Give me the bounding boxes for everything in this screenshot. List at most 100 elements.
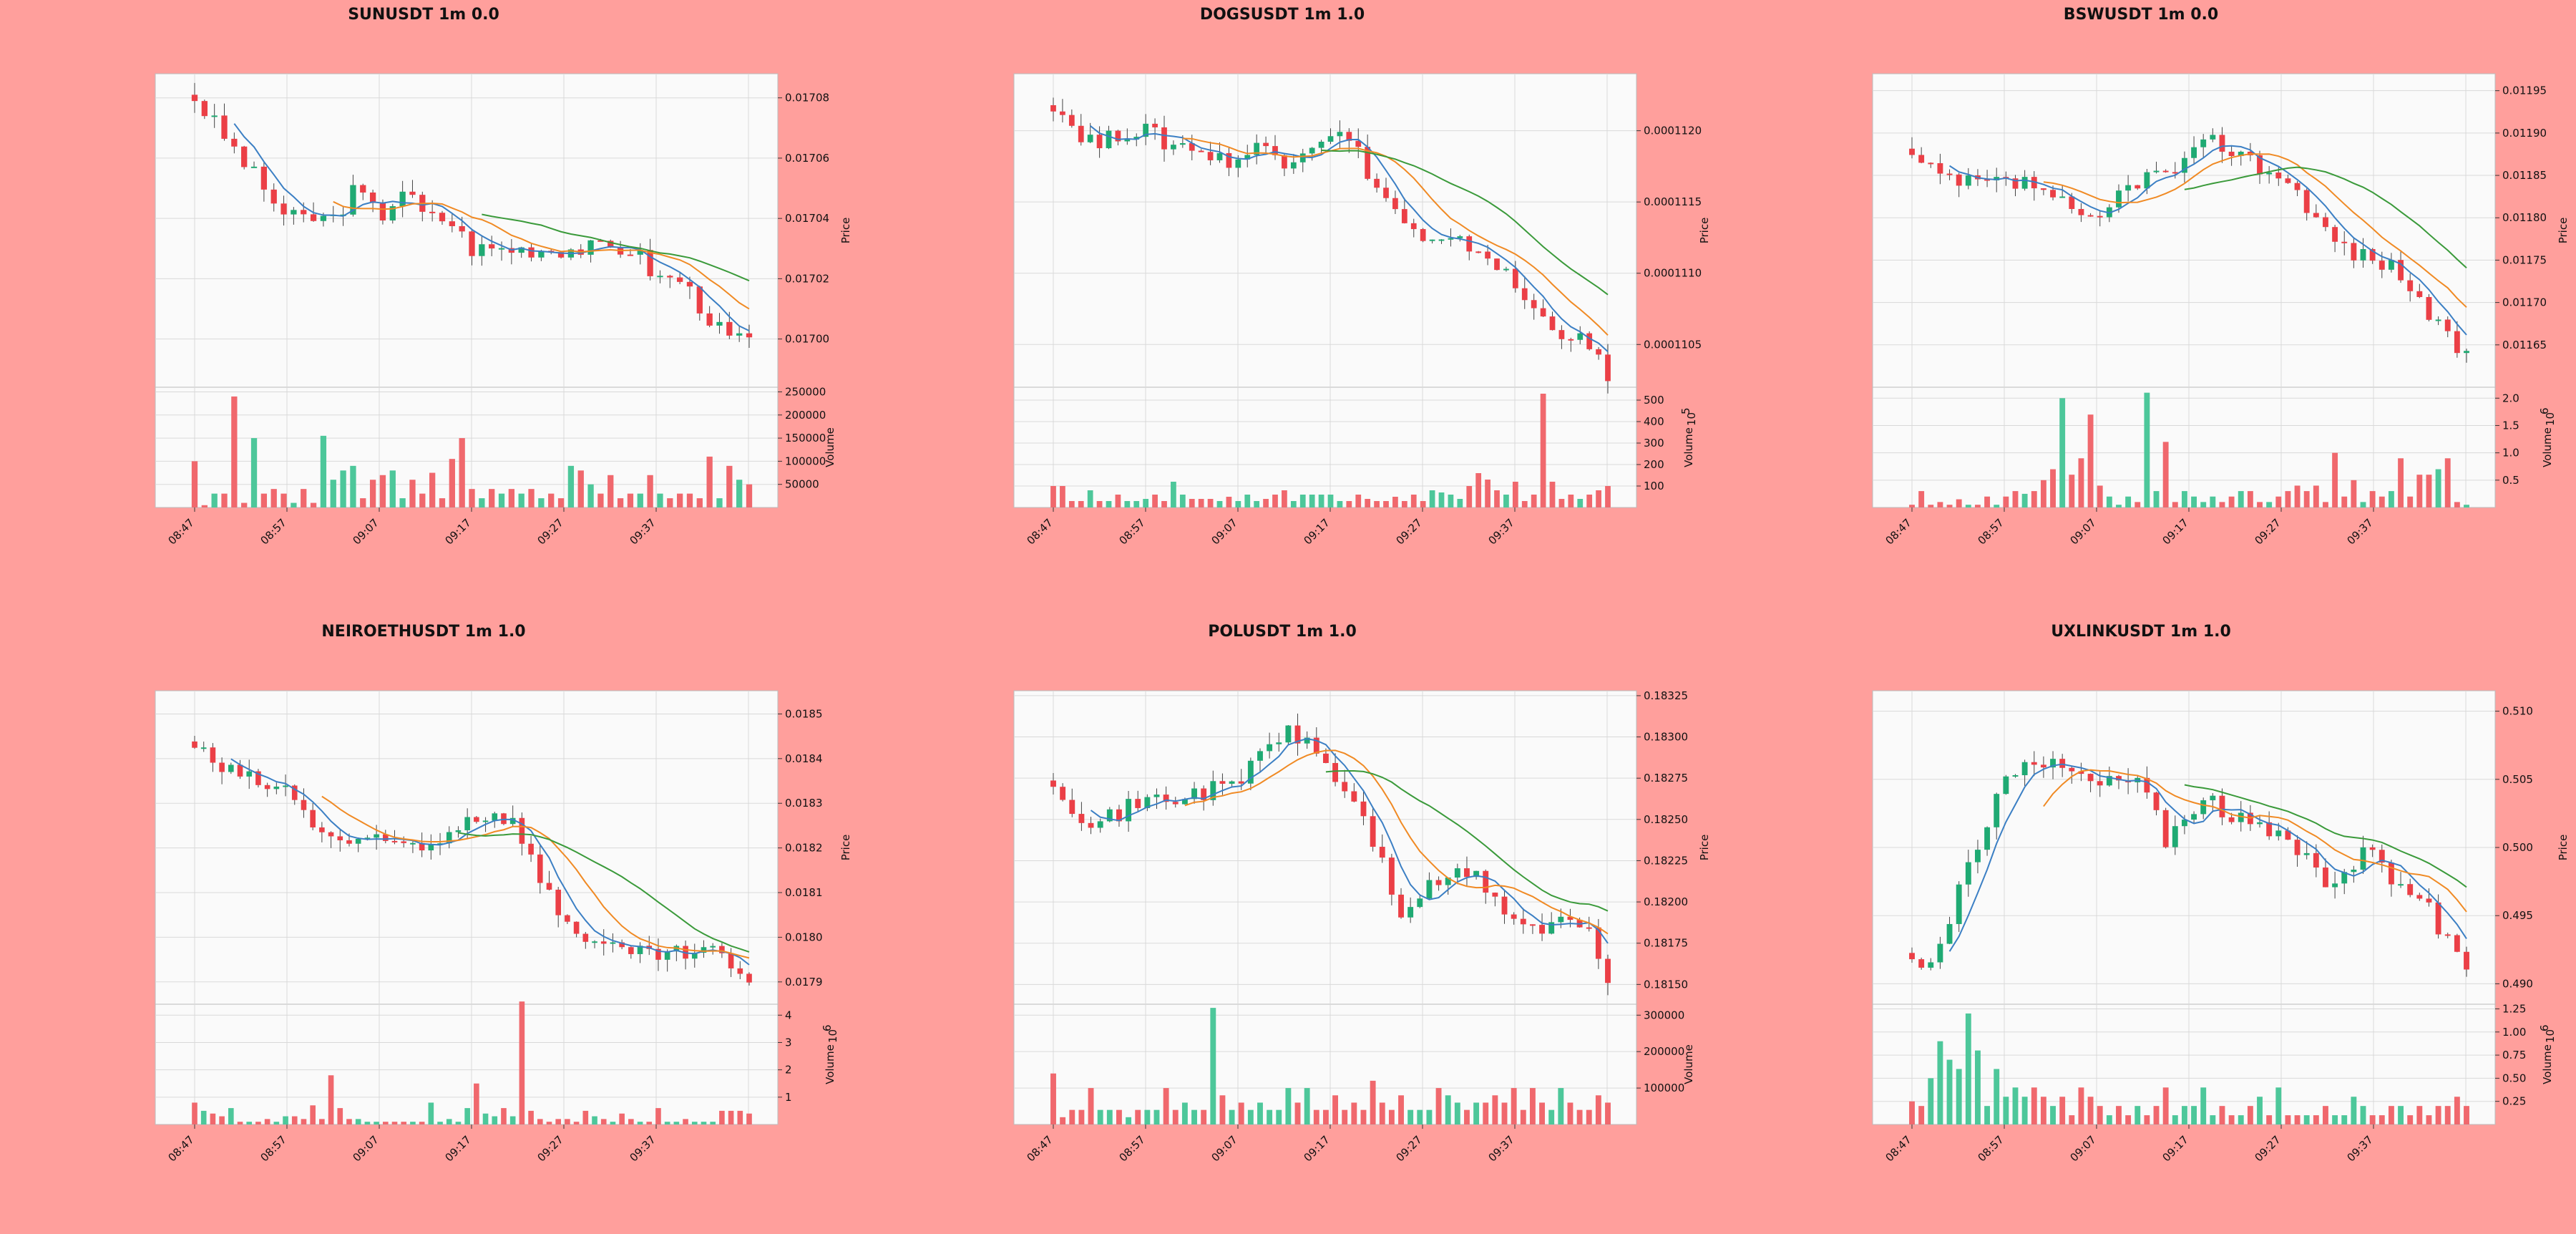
volume-exponent: 10 xyxy=(1685,412,1698,426)
candle-up xyxy=(1267,744,1273,752)
candle-up xyxy=(1153,795,1160,797)
candle-down xyxy=(1420,229,1426,241)
candle-down xyxy=(1937,162,1943,174)
volume-bar xyxy=(2200,1087,2207,1124)
candle-down xyxy=(1539,925,1545,934)
volume-bar xyxy=(2191,496,2197,507)
candle-up xyxy=(1318,141,1324,148)
candle-down xyxy=(2332,227,2338,242)
volume-panel xyxy=(1872,387,2496,508)
volume-bar xyxy=(2172,1115,2178,1124)
volume-bar xyxy=(1060,486,1065,507)
volume-bar xyxy=(419,1122,425,1124)
volume-bar xyxy=(1567,1102,1574,1124)
chart-panel-4: NEIROETHUSDT 1m 1.0 0.0179 0.0180 0.0181 0.0… xyxy=(155,623,852,1164)
candle-up xyxy=(518,247,525,253)
volume-bar xyxy=(364,1122,371,1124)
volume-bar xyxy=(2275,1087,2282,1124)
candle-down xyxy=(489,244,495,249)
volume-bar xyxy=(597,493,604,507)
candle-down xyxy=(2313,213,2319,218)
volume-bar xyxy=(2266,1115,2273,1124)
volume-bar xyxy=(546,1122,552,1124)
candle-up xyxy=(610,942,616,944)
candle-down xyxy=(1332,762,1339,782)
volume-bar xyxy=(221,493,228,507)
candle-down xyxy=(2059,759,2066,768)
candle-down xyxy=(2040,764,2046,768)
volume-tick-label: 1.25 xyxy=(2502,1002,2526,1015)
volume-bar xyxy=(1501,1102,1508,1124)
candle-down xyxy=(192,741,197,748)
volume-bar xyxy=(1576,1109,1583,1124)
volume-bar xyxy=(1181,1102,1188,1124)
candle-down xyxy=(1928,162,1934,165)
volume-bar xyxy=(1365,499,1371,507)
price-tick-label: 0.0001105 xyxy=(1644,338,1702,351)
volume-bar xyxy=(1267,1109,1273,1124)
volume-axis-label: Volume xyxy=(1682,427,1695,467)
volume-bar xyxy=(2407,1115,2414,1124)
candle-down xyxy=(1096,135,1103,149)
volume-bar xyxy=(219,1116,225,1124)
volume-bar xyxy=(310,502,317,507)
volume-bar xyxy=(374,1122,379,1124)
volume-bar xyxy=(637,1122,643,1124)
x-tick-label: 08:57 xyxy=(1976,516,2006,547)
volume-bar xyxy=(2369,491,2376,507)
candle-down xyxy=(2398,260,2404,281)
candle-down xyxy=(582,933,589,942)
candle-down xyxy=(655,948,661,960)
candle-up xyxy=(2181,157,2187,173)
volume-axis-label: Volume xyxy=(2541,427,2554,467)
candle-down xyxy=(1189,143,1195,151)
volume-bar xyxy=(627,493,634,507)
candle-down xyxy=(1115,130,1121,142)
candle-down xyxy=(2275,173,2282,179)
candle-down xyxy=(2454,935,2460,952)
candle-down xyxy=(667,276,673,278)
volume-bar xyxy=(647,475,653,507)
candle-up xyxy=(2275,830,2282,837)
price-tick-label: 0.0183 xyxy=(785,797,823,810)
volume-bar xyxy=(1282,490,1287,507)
candle-down xyxy=(696,286,703,314)
volume-bar xyxy=(439,498,446,507)
volume-bar xyxy=(537,1119,543,1124)
volume-bar xyxy=(2323,502,2328,507)
volume-bar xyxy=(2416,1106,2423,1124)
volume-bar xyxy=(1975,1050,1981,1124)
volume-bar xyxy=(250,438,258,507)
volume-tick-label: 100 xyxy=(1644,480,1664,492)
volume-bar xyxy=(2021,1097,2028,1124)
candle-up xyxy=(657,276,663,278)
volume-bar xyxy=(200,1110,207,1124)
x-tick-label: 09:27 xyxy=(2253,516,2283,547)
volume-bar xyxy=(2407,496,2414,507)
volume-bar xyxy=(291,1116,298,1124)
volume-bar xyxy=(201,505,208,507)
volume-bar xyxy=(2097,1106,2103,1124)
x-tick-label: 08:47 xyxy=(1883,1133,1914,1164)
candle-down xyxy=(1586,927,1592,929)
volume-bar xyxy=(736,480,743,507)
volume-bar xyxy=(1346,501,1352,507)
candle-down xyxy=(319,827,325,832)
volume-bar xyxy=(1494,490,1500,507)
candle-down xyxy=(439,213,446,222)
candle-down xyxy=(1069,800,1075,815)
moving-average-line xyxy=(321,795,750,959)
volume-bar xyxy=(1088,1088,1094,1124)
candle-down xyxy=(2172,172,2178,174)
volume-bar xyxy=(2040,480,2046,507)
candle-up xyxy=(1276,742,1282,744)
volume-bar xyxy=(469,489,475,507)
volume-bar xyxy=(464,1108,470,1124)
candle-down xyxy=(2294,183,2301,190)
volume-bar xyxy=(592,1116,597,1124)
volume-bar xyxy=(2444,458,2451,507)
candle-down xyxy=(2228,151,2235,157)
volume-bar xyxy=(246,1122,253,1124)
candle-down xyxy=(2087,774,2094,782)
price-tick-label: 0.510 xyxy=(2502,705,2533,718)
